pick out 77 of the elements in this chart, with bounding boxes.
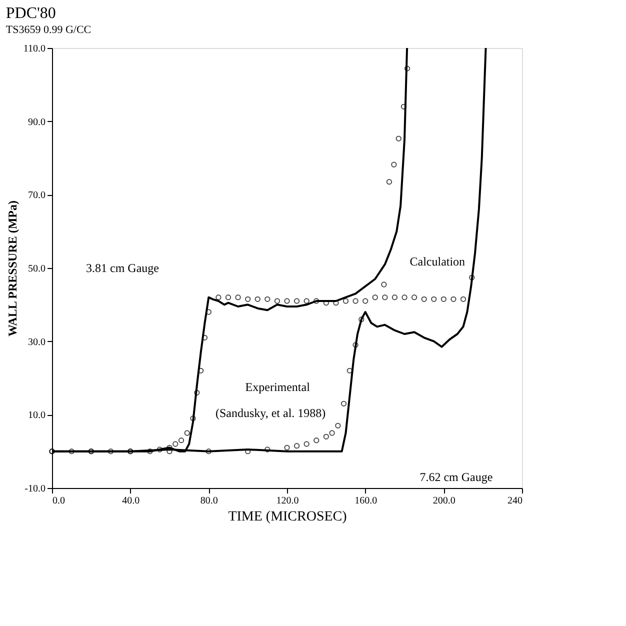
- point: [329, 430, 335, 436]
- x-tick-label: 160.0: [354, 496, 378, 506]
- x-tick-label: 80.0: [200, 496, 218, 506]
- point: [400, 104, 407, 110]
- point: [450, 296, 456, 302]
- x-tick-label: 40.0: [122, 496, 140, 506]
- point: [323, 434, 330, 440]
- point: [402, 294, 408, 300]
- x-axis-title: TIME (MICROSEC): [228, 510, 348, 524]
- point: [254, 296, 260, 302]
- point: [294, 442, 300, 449]
- point: [335, 422, 341, 429]
- point: [314, 437, 320, 444]
- x-tick-label: 0.0: [52, 496, 65, 506]
- point: [440, 296, 447, 302]
- annotation: Calculation: [410, 254, 466, 268]
- y-tick-label: 90.0: [28, 116, 46, 128]
- chart-subtitle: TS3659 0.99 G/CC: [6, 24, 92, 36]
- point: [314, 298, 320, 304]
- point: [235, 294, 241, 300]
- point: [156, 446, 163, 452]
- y-tick-label: 70.0: [28, 190, 46, 202]
- y-tick-label: -10.0: [24, 484, 46, 494]
- annotation: Experimental: [245, 380, 311, 394]
- point: [244, 448, 251, 454]
- x-tick-label: 240: [508, 496, 522, 506]
- point: [264, 446, 270, 452]
- point: [362, 298, 368, 304]
- point: [411, 294, 418, 300]
- point: [147, 448, 153, 454]
- point: [404, 66, 410, 72]
- point: [184, 430, 190, 436]
- point: [68, 448, 74, 454]
- point: [391, 162, 397, 168]
- annotation: 7.62 cm Gauge: [420, 470, 493, 484]
- point: [225, 294, 232, 300]
- y-tick-label: 50.0: [28, 264, 46, 274]
- point: [352, 298, 358, 304]
- point: [284, 444, 290, 451]
- x-tick-label: 200.0: [432, 496, 456, 506]
- point: [460, 296, 466, 302]
- point: [421, 296, 427, 302]
- point: [342, 298, 349, 304]
- point: [206, 448, 212, 454]
- point: [469, 274, 475, 280]
- point: [178, 437, 184, 444]
- point: [244, 296, 251, 302]
- point: [284, 298, 290, 304]
- point: [340, 400, 347, 407]
- point: [294, 298, 300, 304]
- point: [358, 316, 364, 322]
- x-tick-label: 120.0: [276, 496, 299, 506]
- annotation: (Sandusky, et al. 1988): [215, 406, 326, 420]
- y-tick-label: 30.0: [28, 336, 46, 348]
- chart-title: PDC'80: [6, 5, 56, 22]
- annotation: 3.81 cm Gauge: [86, 261, 159, 275]
- y-axis-title: WALL PRESSURE (MPa): [5, 200, 20, 337]
- point: [431, 296, 437, 302]
- point: [264, 296, 270, 302]
- y-tick-label: 110.0: [23, 44, 46, 54]
- point: [172, 441, 178, 447]
- point: [190, 415, 196, 422]
- point: [392, 294, 398, 300]
- point: [386, 178, 392, 185]
- point: [396, 136, 402, 142]
- point: [216, 294, 222, 300]
- point: [352, 342, 358, 348]
- point: [372, 294, 378, 300]
- point: [274, 298, 280, 304]
- point: [194, 390, 200, 396]
- point: [382, 294, 388, 300]
- point: [304, 298, 310, 304]
- y-tick-label: 10.0: [28, 410, 46, 422]
- point: [304, 441, 310, 447]
- point: [108, 448, 114, 454]
- point: [202, 334, 208, 341]
- point: [381, 282, 387, 288]
